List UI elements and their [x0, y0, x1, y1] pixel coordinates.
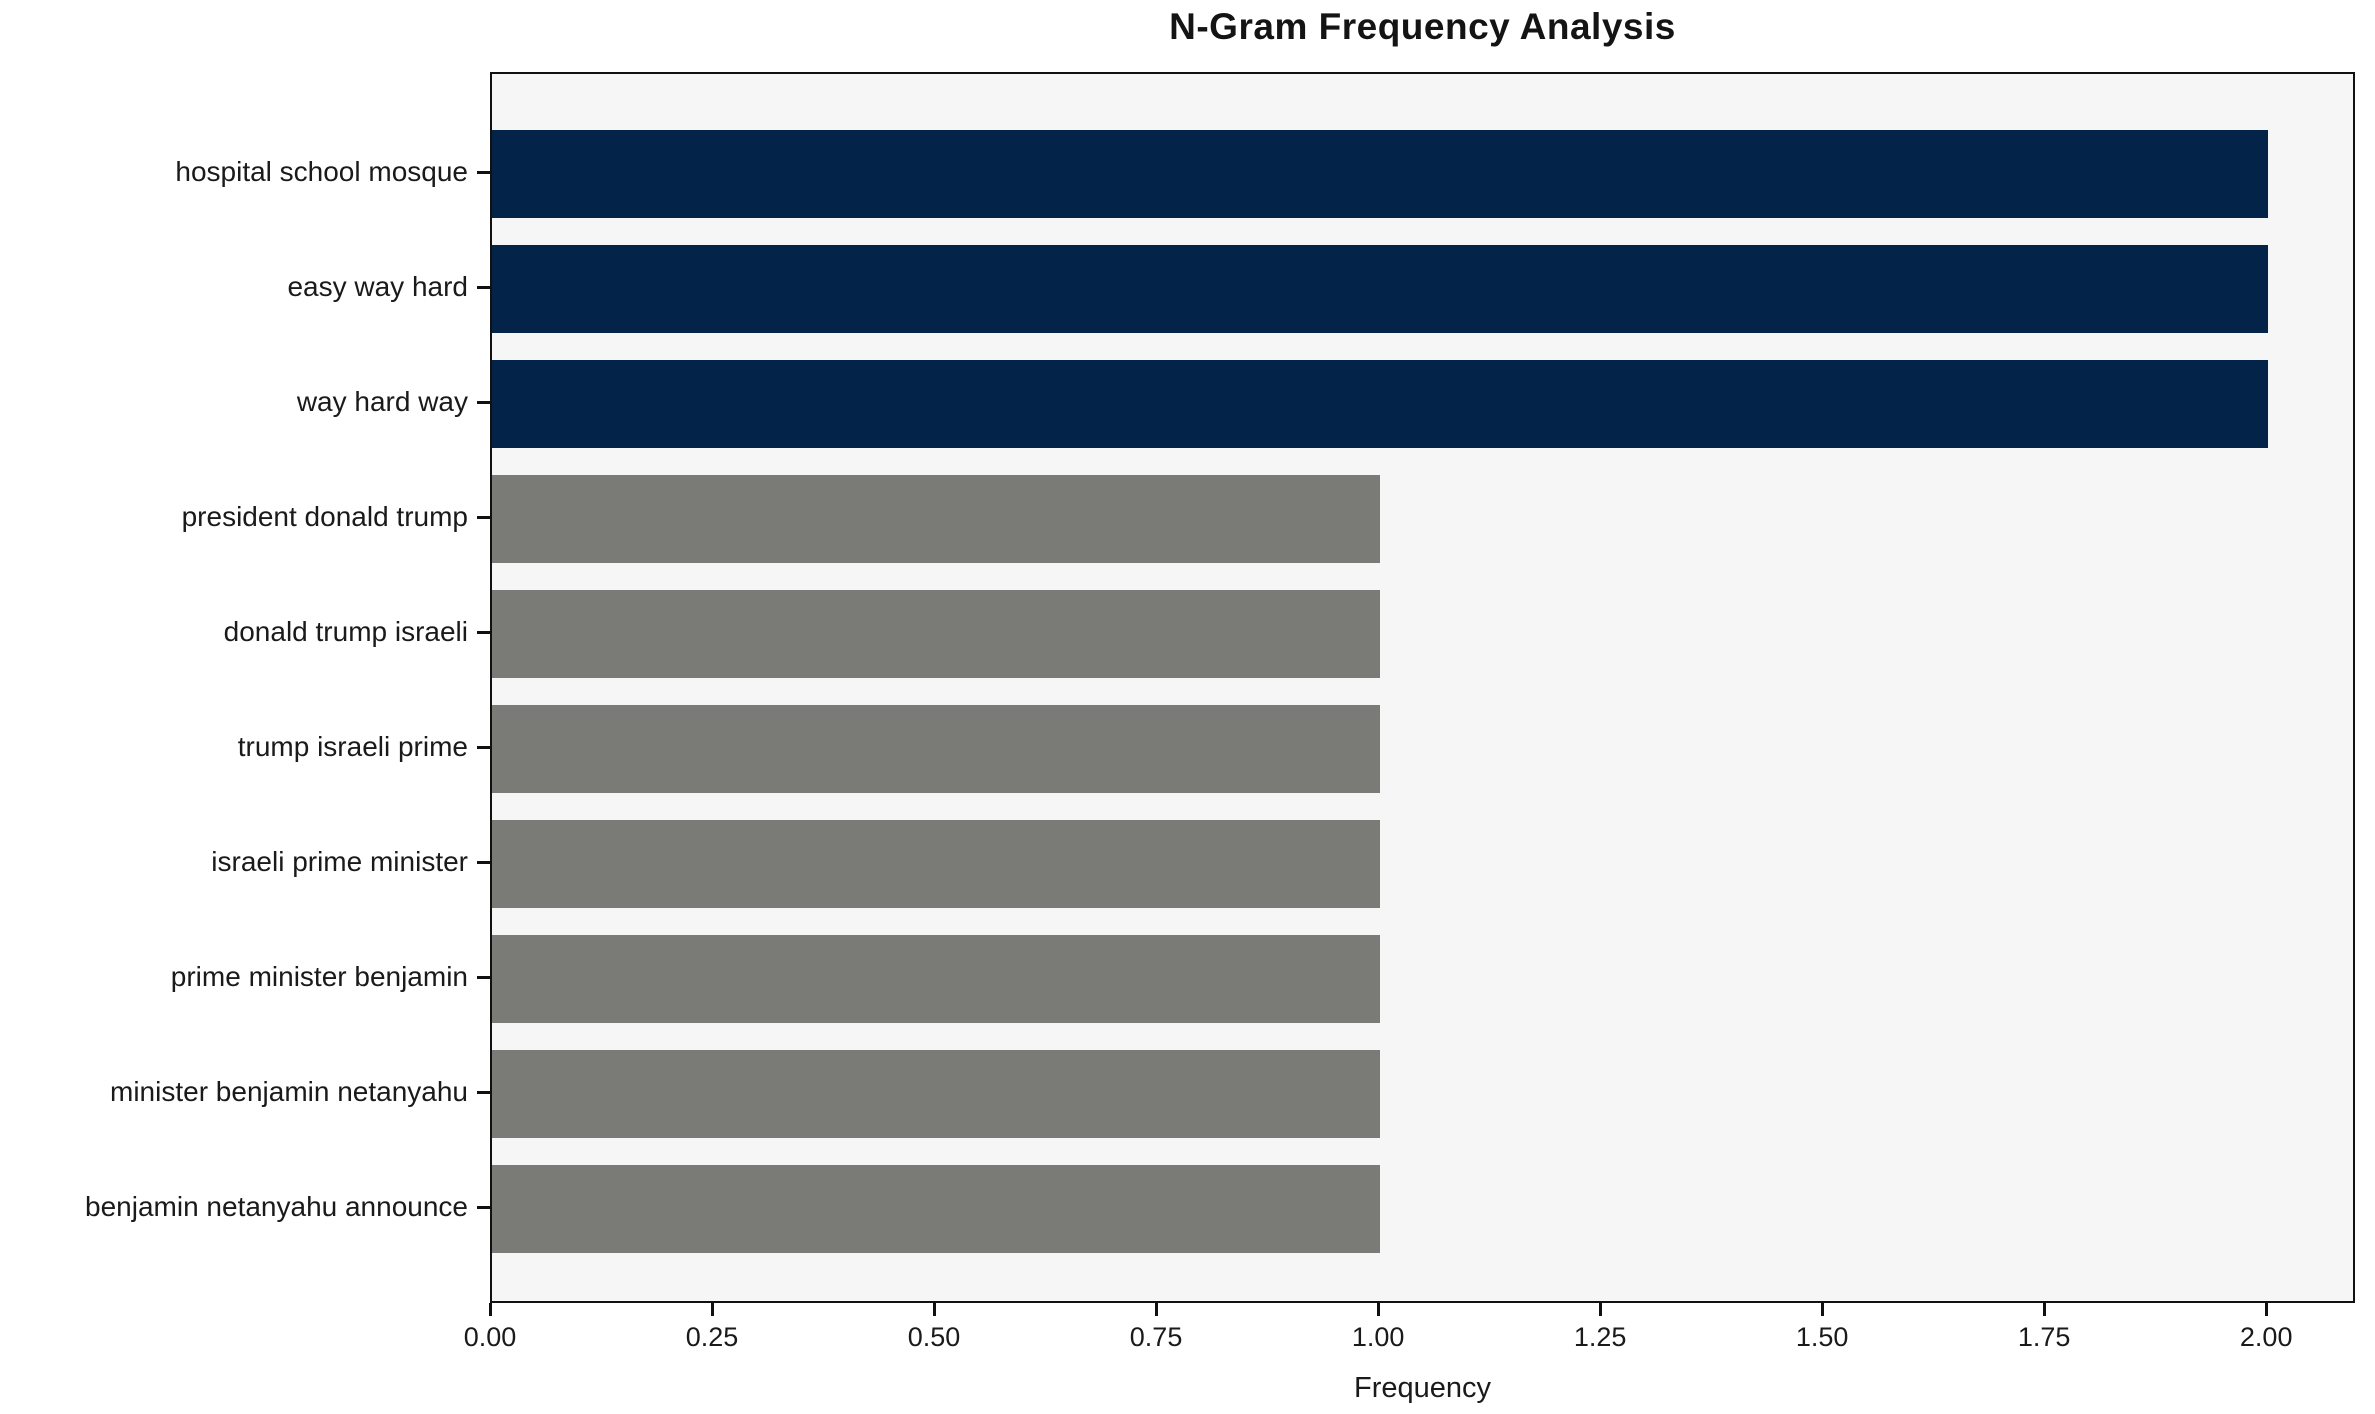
bar	[492, 820, 1380, 908]
x-tick	[1821, 1303, 1824, 1316]
plot-area	[490, 72, 2355, 1303]
y-tick-label: easy way hard	[287, 271, 468, 302]
y-tick-label: minister benjamin netanyahu	[110, 1076, 468, 1107]
bar	[492, 1050, 1380, 1138]
y-tick	[477, 976, 490, 979]
y-tick	[477, 861, 490, 864]
x-tick-label: 0.00	[463, 1322, 517, 1352]
y-tick-label: trump israeli prime	[237, 731, 468, 762]
y-tick	[477, 401, 490, 404]
chart-title: N-Gram Frequency Analysis	[1169, 6, 1676, 47]
y-tick	[477, 286, 490, 289]
x-tick	[1155, 1303, 1158, 1316]
bar	[492, 245, 2268, 333]
x-tick	[1377, 1303, 1380, 1316]
y-tick	[477, 631, 490, 634]
y-tick	[477, 516, 490, 519]
y-tick-label: prime minister benjamin	[170, 961, 468, 992]
x-tick-label: 1.25	[1573, 1322, 1627, 1352]
x-tick	[2043, 1303, 2046, 1316]
bar	[492, 130, 2268, 218]
bar	[492, 705, 1380, 793]
bar	[492, 935, 1380, 1023]
x-tick	[711, 1303, 714, 1316]
x-tick	[489, 1303, 492, 1316]
bar	[492, 1165, 1380, 1253]
y-tick-label: benjamin netanyahu announce	[85, 1191, 468, 1222]
x-tick-label: 1.00	[1351, 1322, 1405, 1352]
y-tick-label: donald trump israeli	[223, 616, 468, 647]
x-tick-label: 1.75	[2017, 1322, 2071, 1352]
y-tick-label: president donald trump	[181, 501, 468, 532]
x-tick-label: 1.50	[1795, 1322, 1849, 1352]
x-tick	[933, 1303, 936, 1316]
y-tick-label: israeli prime minister	[211, 846, 468, 877]
x-tick-label: 0.75	[1129, 1322, 1183, 1352]
x-tick-label: 2.00	[2239, 1322, 2293, 1352]
y-tick	[477, 1091, 490, 1094]
x-tick	[1599, 1303, 1602, 1316]
y-tick	[477, 746, 490, 749]
y-tick	[477, 1206, 490, 1209]
x-tick-label: 0.25	[685, 1322, 739, 1352]
x-tick-label: 0.50	[907, 1322, 961, 1352]
y-tick-label: hospital school mosque	[175, 156, 468, 187]
bar	[492, 590, 1380, 678]
bar	[492, 475, 1380, 563]
x-tick	[2265, 1303, 2268, 1316]
x-axis-label: Frequency	[1353, 1372, 1491, 1404]
bar	[492, 360, 2268, 448]
y-tick-label: way hard way	[296, 386, 468, 417]
y-tick	[477, 171, 490, 174]
